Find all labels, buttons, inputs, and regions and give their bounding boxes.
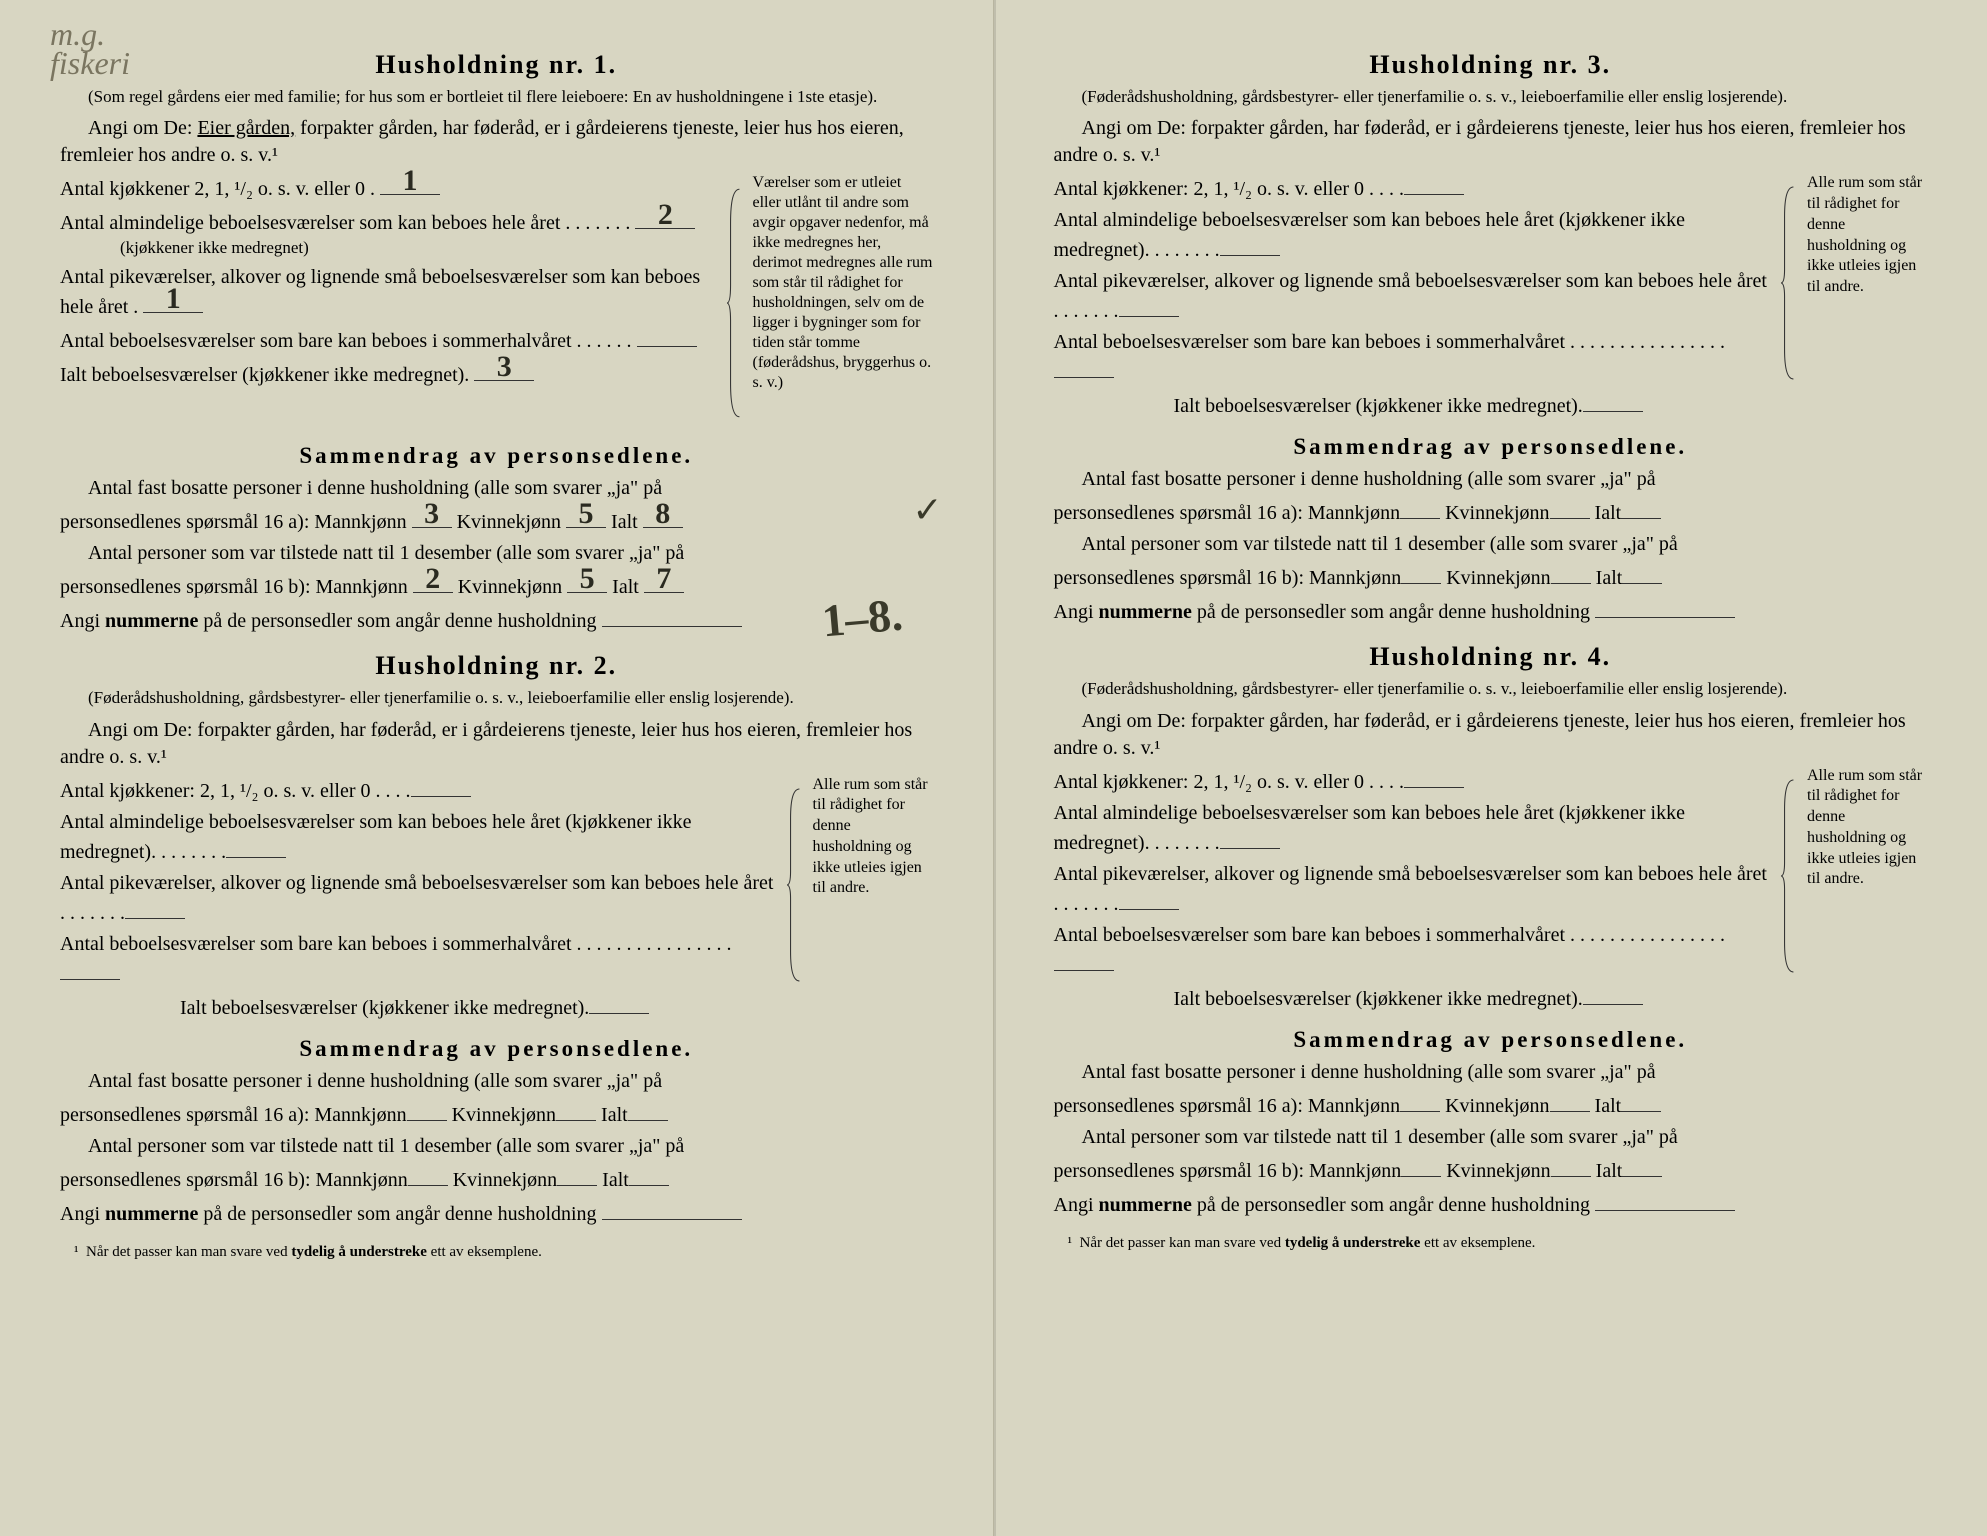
left-page: m.g. fiskeri Husholdning nr. 1. (Som reg… [0,0,994,1536]
brace-4 [1781,766,1797,986]
hh4-kjokkener: Antal kjøkkener: 2, 1, ¹/₂ o. s. v. elle… [1054,766,1772,796]
hh2-ialt: Ialt beboelsesværelser (kjøkkener ikke m… [60,992,777,1022]
household-4: Husholdning nr. 4. (Føderådshusholdning,… [1054,642,1928,1218]
right-page: Husholdning nr. 3. (Føderådshusholdning,… [994,0,1987,1536]
hh1-sum1a: Antal fast bosatte personer i denne hush… [60,475,933,502]
hh3-sum2b: personsedlenes spørsmål 16 b): Mannkjønn… [1054,562,1928,592]
hh1-k1: 5 [566,494,606,535]
hh1-angi-num: Angi nummerne på de personsedler som ang… [60,605,933,635]
hh4-title: Husholdning nr. 4. [1054,642,1928,672]
hh1-vaerelser: Antal almindelige beboelsesværelser som … [60,207,717,260]
hh3-room-rows: Antal kjøkkener: 2, 1, ¹/₂ o. s. v. elle… [1054,173,1928,424]
hh1-ialt: Ialt beboelsesværelser (kjøkkener ikke m… [60,359,717,389]
hh4-sum2b: personsedlenes spørsmål 16 b): Mannkjønn… [1054,1155,1928,1185]
hh4-angi-num: Angi nummerne på de personsedler som ang… [1054,1189,1928,1219]
hh3-subtitle: (Føderådshusholdning, gårdsbestyrer- ell… [1054,86,1928,107]
hh2-title: Husholdning nr. 2. [60,651,933,681]
hh2-sommer: Antal beboelsesværelser som bare kan beb… [60,931,777,988]
footnote-left: ¹ Når det passer kan man svare ved tydel… [60,1244,933,1261]
hh3-pike: Antal pikeværelser, alkover og lignende … [1054,268,1772,325]
hh4-angi: Angi om De: forpakter gården, har føderå… [1054,708,1928,762]
hh1-side-note: Værelser som er utleiet eller utlånt til… [753,173,933,393]
household-1: Husholdning nr. 1. (Som regel gårdens ei… [60,50,933,635]
hh1-sommer: Antal beboelsesværelser som bare kan beb… [60,325,717,355]
hh1-k2: 5 [567,559,607,600]
hh2-sum1b: personsedlenes spørsmål 16 a): Mannkjønn… [60,1099,933,1129]
hh4-sum1a: Antal fast bosatte personer i denne hush… [1054,1059,1928,1086]
hh4-sum2a: Antal personer som var tilstede natt til… [1054,1124,1928,1151]
hh3-sum1b: personsedlenes spørsmål 16 a): Mannkjønn… [1054,497,1928,527]
hh3-summary-title: Sammendrag av personsedlene. [1054,434,1928,460]
hh3-sommer: Antal beboelsesværelser som bare kan beb… [1054,329,1772,386]
pencil-note-top: m.g. fiskeri [50,20,130,78]
hh2-side-note: Alle rum som står til rådighet for denne… [813,775,933,900]
hh1-sum2b: personsedlenes spørsmål 16 b): Mannkjønn… [60,571,933,601]
check-mark: ✓ [912,486,942,535]
hh1-m2: 2 [413,559,453,600]
hh1-room-rows: Antal kjøkkener 2, 1, ¹/₂ o. s. v. eller… [60,173,933,433]
footnote-right: ¹ Når det passer kan man svare ved tydel… [1054,1235,1928,1252]
hh1-angi-value: Eier gården, [197,117,295,139]
hh1-pike: Antal pikeværelser, alkover og lignende … [60,264,717,321]
hh2-angi: Angi om De: forpakter gården, har føderå… [60,717,933,771]
hh2-pike: Antal pikeværelser, alkover og lignende … [60,870,777,927]
hh1-angi: Angi om De: Eier gården, forpakter gårde… [60,115,933,169]
hh2-subtitle: (Føderådshusholdning, gårdsbestyrer- ell… [60,687,933,708]
hh2-vaerelser: Antal almindelige beboelsesværelser som … [60,809,777,866]
hh2-sum2b: personsedlenes spørsmål 16 b): Mannkjønn… [60,1164,933,1194]
hh1-pike-val: 1 [143,279,203,320]
hh4-room-rows: Antal kjøkkener: 2, 1, ¹/₂ o. s. v. elle… [1054,766,1928,1017]
brace-1 [727,173,743,433]
hh1-summary-title: Sammendrag av personsedlene. [60,443,933,469]
hh3-side-note: Alle rum som står til rådighet for denne… [1807,173,1927,298]
brace-3 [1781,173,1797,393]
hh1-sum1b: personsedlenes spørsmål 16 a): Mannkjønn… [60,506,933,536]
brace-2 [787,775,803,995]
hh1-subtitle: (Som regel gårdens eier med familie; for… [60,86,933,107]
hh4-summary-title: Sammendrag av personsedlene. [1054,1027,1928,1053]
hh1-title: Husholdning nr. 1. [60,50,933,80]
hh3-angi-num: Angi nummerne på de personsedler som ang… [1054,596,1928,626]
hh3-vaerelser: Antal almindelige beboelsesværelser som … [1054,207,1772,264]
hh1-m1: 3 [412,494,452,535]
hh2-summary-title: Sammendrag av personsedlene. [60,1036,933,1062]
hh3-title: Husholdning nr. 3. [1054,50,1928,80]
hh4-sum1b: personsedlenes spørsmål 16 a): Mannkjønn… [1054,1090,1928,1120]
hh1-kjokkener-val: 1 [380,161,440,202]
hh1-scribble: 1–8. [819,584,905,653]
hh2-angi-num: Angi nummerne på de personsedler som ang… [60,1198,933,1228]
household-3: Husholdning nr. 3. (Føderådshusholdning,… [1054,50,1928,626]
hh4-pike: Antal pikeværelser, alkover og lignende … [1054,861,1772,918]
hh3-ialt: Ialt beboelsesværelser (kjøkkener ikke m… [1054,390,1772,420]
hh1-kjokkener: Antal kjøkkener 2, 1, ¹/₂ o. s. v. eller… [60,173,717,203]
hh4-sommer: Antal beboelsesværelser som bare kan beb… [1054,922,1772,979]
hh2-sum1a: Antal fast bosatte personer i denne hush… [60,1068,933,1095]
hh1-vaerelser-val: 2 [635,195,695,236]
hh1-i2: 7 [644,559,684,600]
hh1-ialt-val: 3 [474,347,534,388]
household-2: Husholdning nr. 2. (Føderådshusholdning,… [60,651,933,1227]
hh3-kjokkener: Antal kjøkkener: 2, 1, ¹/₂ o. s. v. elle… [1054,173,1772,203]
hh3-angi: Angi om De: forpakter gården, har føderå… [1054,115,1928,169]
hh4-subtitle: (Føderådshusholdning, gårdsbestyrer- ell… [1054,678,1928,699]
hh2-room-rows: Antal kjøkkener: 2, 1, ¹/₂ o. s. v. elle… [60,775,933,1026]
hh4-vaerelser: Antal almindelige beboelsesværelser som … [1054,800,1772,857]
hh4-side-note: Alle rum som står til rådighet for denne… [1807,766,1927,891]
hh3-sum2a: Antal personer som var tilstede natt til… [1054,531,1928,558]
hh3-sum1a: Antal fast bosatte personer i denne hush… [1054,466,1928,493]
hh1-sum2a: Antal personer som var tilstede natt til… [60,540,933,567]
hh2-sum2a: Antal personer som var tilstede natt til… [60,1133,933,1160]
hh1-i1: 8 [643,494,683,535]
hh4-ialt: Ialt beboelsesværelser (kjøkkener ikke m… [1054,983,1772,1013]
hh2-kjokkener: Antal kjøkkener: 2, 1, ¹/₂ o. s. v. elle… [60,775,777,805]
